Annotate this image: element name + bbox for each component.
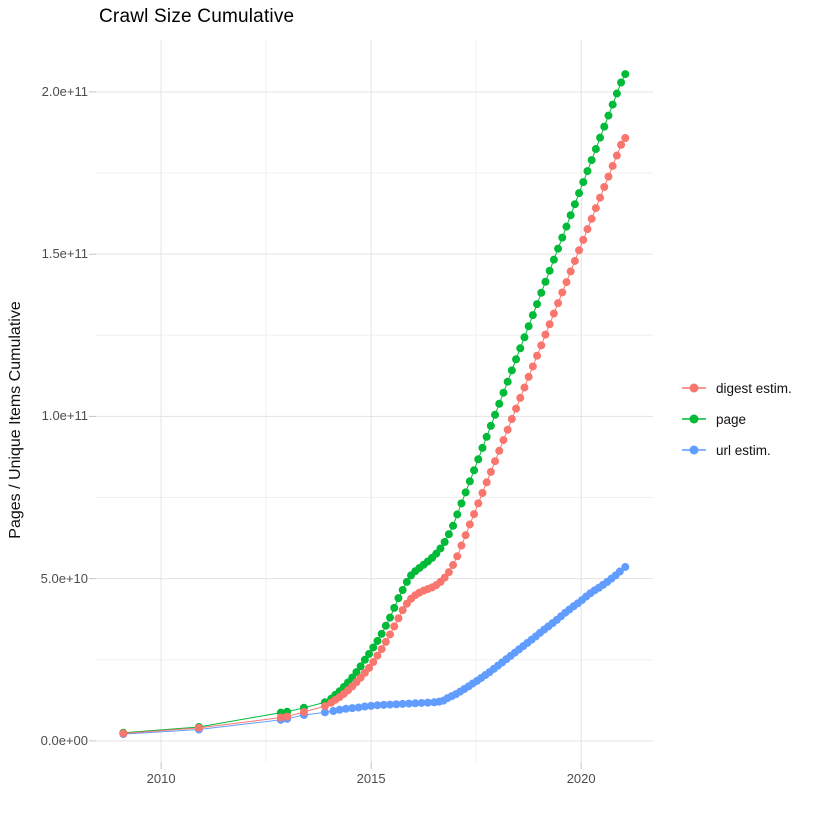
y-tick-label: 2.0e+11 — [41, 83, 88, 99]
y-tick-label: 1.5e+11 — [41, 246, 88, 262]
series-url-estim — [119, 562, 630, 739]
series-digest-estim — [119, 133, 630, 738]
legend-label: digest estim. — [716, 380, 792, 396]
legend-item: digest estim. — [681, 377, 792, 399]
axis-tick-marks — [89, 91, 582, 769]
y-tick-label: 1.0e+11 — [41, 408, 88, 424]
legend-item: page — [681, 408, 792, 430]
legend-item: url estim. — [681, 439, 792, 461]
x-tick-label: 2020 — [566, 771, 596, 786]
legend-label: url estim. — [716, 442, 771, 458]
grid-major — [96, 40, 653, 762]
y-tick-label: 0.0e+00 — [40, 732, 88, 748]
chart-title: Crawl Size Cumulative — [99, 6, 295, 27]
legend: digest estim. page url estim. — [681, 377, 792, 470]
legend-label: page — [716, 411, 747, 427]
legend-key-icon — [682, 383, 706, 393]
legend-key-icon — [682, 414, 706, 424]
x-tick-label: 2015 — [356, 771, 386, 786]
legend-key-icon — [682, 445, 706, 455]
series-page — [119, 70, 630, 737]
x-tick-label: 2010 — [146, 771, 176, 786]
y-tick-label: 5.0e+10 — [40, 570, 88, 586]
